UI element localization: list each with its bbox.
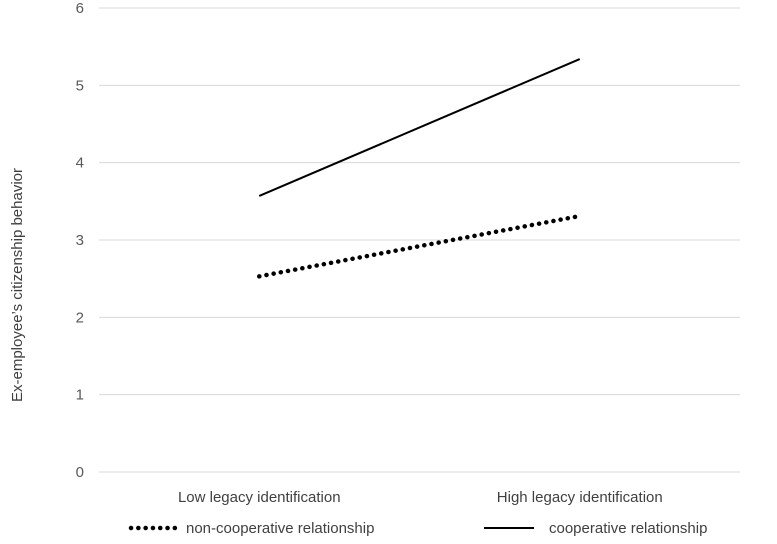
x-category-label: Low legacy identification	[178, 489, 341, 506]
y-tick-label: 1	[76, 387, 84, 404]
y-tick-label: 3	[76, 232, 84, 249]
series-line-non-cooperative	[257, 213, 582, 279]
legend-label: cooperative relationship	[549, 520, 707, 537]
y-tick-label: 0	[76, 464, 84, 481]
y-axis-label: Ex-employee’s citizenship behavior	[9, 168, 26, 402]
x-category-label: High legacy identification	[497, 489, 663, 506]
y-tick-label: 2	[76, 309, 84, 326]
series-line-cooperative	[258, 58, 581, 197]
legend-label: non-cooperative relationship	[186, 520, 374, 537]
y-tick-labels: 0 1 2 3 4 5 6	[76, 0, 84, 481]
y-tick-label: 5	[76, 77, 84, 94]
gridlines	[99, 7, 740, 473]
series-lines	[257, 58, 582, 279]
x-category-labels: Low legacy identification High legacy ide…	[178, 489, 663, 506]
y-tick-label: 4	[76, 155, 84, 172]
y-tick-label: 6	[76, 0, 84, 17]
legend: non-cooperative relationship cooperative …	[128, 520, 707, 537]
